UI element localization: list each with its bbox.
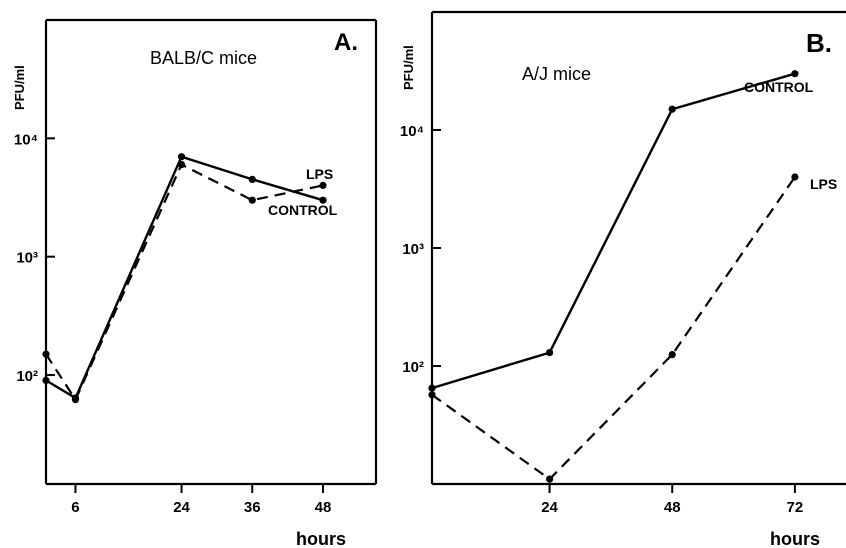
panel-b-lps-point-1: [546, 475, 554, 483]
panel-a-series: [42, 153, 327, 404]
panel-a-lps-point-1: [71, 396, 80, 404]
panel-a-control-point-0: [42, 376, 50, 384]
panel-b-lps-point-3: [791, 173, 799, 181]
panel-a-y-tick-label-2: 10⁴: [14, 131, 38, 148]
panel-b-y-ticks: 10² 10³ 10⁴: [400, 123, 441, 376]
panel-b-control-line: [431, 72, 796, 390]
panel-a-label: A.: [334, 29, 358, 56]
panel-b-x-tick-label-0: 24: [541, 499, 558, 516]
panel-b-ylabel: PFU/ml: [401, 45, 416, 90]
panel-b-xlabel: hours: [770, 529, 820, 548]
panel-a-xlabel: hours: [296, 529, 346, 548]
panel-a-title: BALB/C mice: [150, 48, 257, 68]
panel-a-lps-point-4: [319, 181, 327, 189]
panel-b-x-ticks: 24 48 72: [541, 484, 803, 516]
panel-b-control-point-2: [668, 105, 676, 113]
panel-a-lps-label: LPS: [306, 166, 333, 182]
panel-a-y-ticks: 10² 10³ 10⁴: [14, 131, 55, 385]
panel-a-control-point-4: [319, 196, 327, 204]
panel-a-y-tick-label-0: 10²: [16, 368, 38, 385]
panel-a-y-tick-label-1: 10³: [16, 250, 38, 267]
panel-b-x-tick-label-1: 48: [664, 499, 681, 516]
panel-a-control-point-3: [248, 175, 256, 183]
panel-a-control-label: CONTROL: [268, 202, 338, 218]
panel-a-lps-point-3: [248, 196, 256, 204]
panel-a-x-tick-label-1: 24: [173, 499, 190, 516]
panel-a-x-tick-label-3: 48: [315, 499, 332, 516]
panel-b-title: A/J mice: [522, 64, 591, 84]
panel-b-label: B.: [806, 28, 832, 58]
panel-b-y-tick-label-2: 10⁴: [400, 123, 424, 140]
panel-a-lps-point-2: [177, 161, 186, 169]
panel-a-x-ticks: 6 24 36 48: [71, 484, 331, 516]
panel-b-lps-point-0: [428, 391, 436, 399]
panel-b-y-tick-label-0: 10²: [402, 359, 424, 376]
panel-a-control-line: [45, 155, 324, 400]
panel-b-y-tick-label-1: 10³: [402, 241, 424, 258]
panel-a: A. BALB/C mice PFU/ml hours LPS CONTROL …: [12, 18, 378, 548]
panel-b: B. A/J mice PFU/ml hours CONTROL LPS 10²…: [400, 10, 846, 548]
panel-b-control-point-0: [428, 384, 436, 392]
panel-b-control-label: CONTROL: [744, 79, 814, 95]
panel-b-series: [428, 70, 799, 483]
panel-b-control-point-1: [546, 349, 554, 357]
panel-a-lps-point-0: [42, 350, 50, 358]
panel-a-ylabel: PFU/ml: [12, 65, 27, 110]
panel-b-control-point-3: [791, 70, 799, 78]
panel-b-lps-line: [431, 176, 796, 481]
panel-b-lps-point-2: [668, 351, 676, 359]
panel-a-x-tick-label-0: 6: [71, 499, 79, 516]
panel-b-x-tick-label-2: 72: [787, 499, 804, 516]
panel-a-control-point-2: [177, 153, 186, 161]
panel-a-lps-line: [45, 163, 324, 402]
panel-a-x-tick-label-2: 36: [244, 499, 261, 516]
panel-b-lps-label: LPS: [810, 176, 837, 192]
